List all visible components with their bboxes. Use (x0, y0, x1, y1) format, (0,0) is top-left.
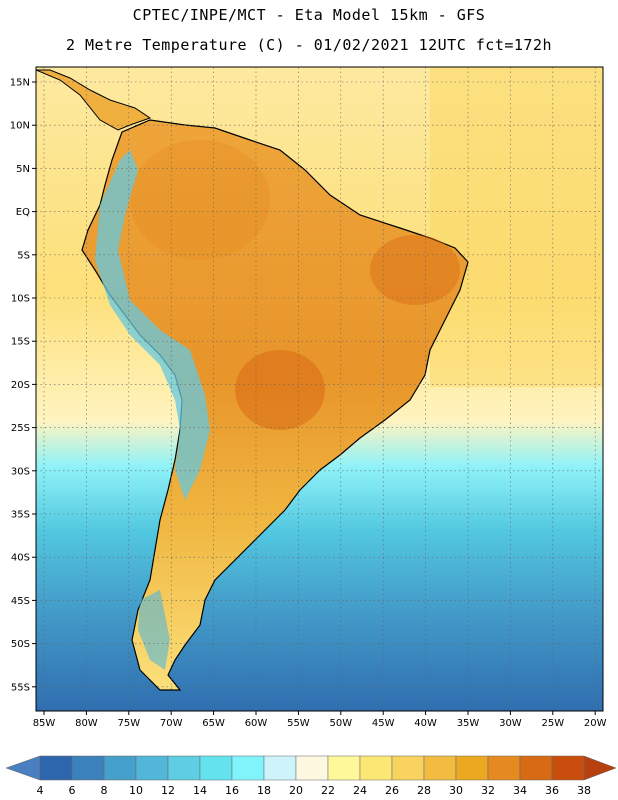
lon-label: 40W (414, 718, 437, 729)
chart-title-line-1: CPTEC/INPE/MCT - Eta Model 15km - GFS (132, 6, 486, 24)
lat-label: 25S (11, 423, 30, 434)
colorbar-tick-label: 18 (257, 784, 271, 797)
colorbar-swatch (263, 755, 297, 781)
colorbar-swatch (551, 755, 585, 781)
graticule (36, 67, 603, 711)
lat-label: 40S (11, 553, 30, 564)
colorbar-tick-label: 34 (513, 784, 527, 797)
lat-label: 15N (10, 78, 30, 89)
lon-label: 25W (541, 718, 564, 729)
lat-label: 5N (16, 164, 30, 175)
lat-label: 5S (17, 250, 30, 261)
lon-label: 20W (584, 718, 607, 729)
colorbar-swatch (135, 755, 169, 781)
colorbar-tick-label: 26 (385, 784, 399, 797)
lat-label: 10S (11, 294, 30, 305)
lon-label: 55W (287, 718, 310, 729)
colorbar-swatch (455, 755, 489, 781)
colorbar-tick-label: 4 (37, 784, 44, 797)
colorbar-swatch (327, 755, 361, 781)
lat-label: 45S (11, 596, 30, 607)
latitude-labels: 15N 10N 5N EQ 5S 10S 15S 20S 25S 30S 35S 40S 45S 50S 5… (10, 78, 36, 693)
colorbar-swatch (295, 755, 329, 781)
colorbar-low-arrow (5, 755, 41, 781)
colorbar-tick-label: 22 (321, 784, 335, 797)
colorbar-tick-label: 16 (225, 784, 239, 797)
lon-label: 35W (457, 718, 480, 729)
colorbar-swatch (423, 755, 457, 781)
colorbar-high-arrow (583, 755, 617, 781)
colorbar-tick-label: 24 (353, 784, 367, 797)
colorbar-tick-label: 10 (129, 784, 143, 797)
colorbar-tick-label: 28 (417, 784, 431, 797)
colorbar-swatch (231, 755, 265, 781)
lat-label: 50S (11, 639, 30, 650)
lat-label: 20S (11, 380, 30, 391)
andes-cold-region (95, 150, 210, 500)
lon-label: 45W (372, 718, 395, 729)
colorbar-tick-label: 32 (481, 784, 495, 797)
colorbar-tick-label: 36 (545, 784, 559, 797)
lat-label: 55S (11, 682, 30, 693)
colorbar-swatch (39, 755, 73, 781)
lon-label: 30W (499, 718, 522, 729)
lon-label: 70W (160, 718, 183, 729)
lat-label: 35S (11, 510, 30, 521)
colorbar-tick-label: 38 (577, 784, 591, 797)
colorbar-swatch (359, 755, 393, 781)
colorbar-tick-label: 14 (193, 784, 207, 797)
colorbar-tick-label: 30 (449, 784, 463, 797)
colorbar-tick-label: 20 (289, 784, 303, 797)
longitude-labels: 85W 80W 75W 70W 65W 60W 55W 50W 45W 40W 35W 30W 25W 2… (33, 711, 607, 729)
colorbar-swatch (519, 755, 553, 781)
colorbar-tick-label: 8 (101, 784, 108, 797)
central-america-landmass (36, 69, 152, 131)
map-frame (35, 66, 604, 712)
lat-label: 10N (10, 121, 30, 132)
colorbar-swatch (103, 755, 137, 781)
lat-label: EQ (16, 207, 30, 218)
colorbar-swatch (199, 755, 233, 781)
lon-label: 65W (202, 718, 225, 729)
colorbar-swatch (71, 755, 105, 781)
map-area (36, 67, 603, 711)
lon-label: 75W (117, 718, 140, 729)
colorbar-swatch (167, 755, 201, 781)
lon-label: 85W (33, 718, 56, 729)
colorbar-swatch (391, 755, 425, 781)
lon-label: 50W (329, 718, 352, 729)
lat-label: 15S (11, 337, 30, 348)
lon-label: 60W (245, 718, 268, 729)
colorbar: 4 6 8 10 12 14 16 18 20 22 24 26 28 30 32 34 36 38 (5, 755, 617, 797)
colorbar-tick-label: 6 (69, 784, 76, 797)
lon-label: 80W (75, 718, 98, 729)
colorbar-swatch (487, 755, 521, 781)
colorbar-tick-label: 12 (161, 784, 175, 797)
chart-title-line-2: 2 Metre Temperature (C) - 01/02/2021 12U… (65, 36, 553, 54)
lat-label: 30S (11, 466, 30, 477)
